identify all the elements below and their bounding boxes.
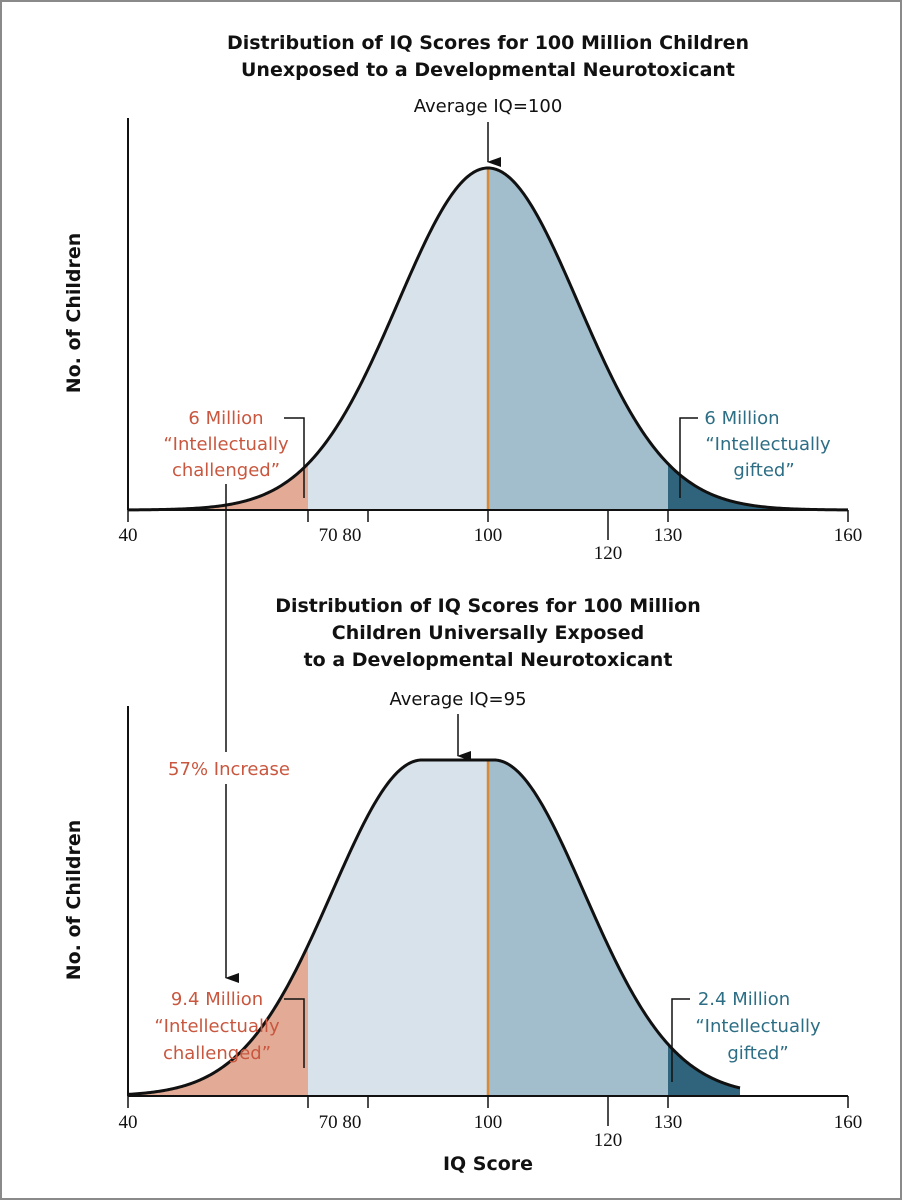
- panel1-challenged-leader: [284, 417, 305, 498]
- panel2-gifted-leader: [671, 998, 690, 1082]
- increase-connector: 57% Increase: [150, 484, 310, 983]
- increase-label-bg: [150, 754, 310, 782]
- panel1-curve: [127, 166, 849, 512]
- panel1-gifted-region: [668, 463, 848, 510]
- panel1-tick-label-160: 160: [834, 525, 863, 546]
- panel2-gifted-count: 2.4 Million: [698, 989, 790, 1010]
- panel2-tick-label-160: 160: [834, 1112, 863, 1133]
- panel2-gifted-label-1: “Intellectually: [695, 1016, 821, 1037]
- panel-exposed: Distribution of IQ Scores for 100 Millio…: [63, 595, 862, 1175]
- increase-label: 57% Increase: [168, 759, 290, 780]
- panel2-curve: [127, 758, 741, 1096]
- panel1-tick-label-70-80: 70 80: [319, 525, 362, 546]
- panel1-y-axis-label: No. of Children: [63, 233, 85, 394]
- panel1-tick-label-100: 100: [474, 525, 503, 546]
- panel1-tick-label-130: 130: [654, 525, 683, 546]
- panel1-upper-middle-region: [488, 168, 668, 510]
- panel1-challenged-label-2: challenged”: [172, 460, 280, 481]
- panel2-challenged-count: 9.4 Million: [171, 989, 263, 1010]
- panel2-title-line1: Distribution of IQ Scores for 100 Millio…: [275, 595, 701, 617]
- panel-unexposed: Distribution of IQ Scores for 100 Millio…: [63, 32, 862, 564]
- panel1-challenged-count: 6 Million: [188, 408, 263, 429]
- panel2-challenged-region: [128, 945, 308, 1096]
- panel2-gifted-label-2: gifted”: [727, 1043, 788, 1064]
- panel1-distribution: [127, 166, 849, 512]
- panel2-tick-label-40: 40: [119, 1112, 138, 1133]
- panel1-average-label: Average IQ=100: [414, 96, 563, 117]
- panel1-gifted-leader: [679, 417, 698, 498]
- panel1-gifted-count: 6 Million: [704, 408, 779, 429]
- panel1-title-line1: Distribution of IQ Scores for 100 Millio…: [227, 32, 749, 54]
- panel1-gifted-label-1: “Intellectually: [705, 434, 831, 455]
- panel1-tick-label-40: 40: [119, 525, 138, 546]
- panel2-tick-label-120: 120: [594, 1130, 623, 1151]
- x-axis-label: IQ Score: [443, 1153, 533, 1175]
- panel1-lower-middle-region: [308, 168, 488, 510]
- panel1-challenged-region: [128, 463, 308, 510]
- panel2-challenged-label-1: “Intellectually: [154, 1016, 280, 1037]
- panel2-lower-middle-region: [308, 760, 488, 1096]
- panel2-tick-label-130: 130: [654, 1112, 683, 1133]
- panel2-average-label: Average IQ=95: [389, 689, 526, 710]
- panel1-title-line2: Unexposed to a Developmental Neurotoxica…: [241, 59, 735, 81]
- panel1-gifted-label-2: gifted”: [733, 460, 794, 481]
- panel2-title-line3: to a Developmental Neurotoxicant: [304, 649, 673, 671]
- panel2-tick-label-100: 100: [474, 1112, 503, 1133]
- panel2-challenged-leader: [284, 998, 305, 1068]
- panel2-challenged-label-2: challenged”: [163, 1043, 271, 1064]
- panel1-challenged-label-1: “Intellectually: [163, 434, 289, 455]
- panel1-tick-label-120: 120: [594, 543, 623, 564]
- panel2-upper-middle-region: [488, 760, 668, 1096]
- panel2-y-axis-label: No. of Children: [63, 820, 85, 981]
- panel2-title-line2: Children Universally Exposed: [332, 622, 644, 644]
- panel2-distribution: [127, 758, 741, 1096]
- panel2-tick-label-70-80: 70 80: [319, 1112, 362, 1133]
